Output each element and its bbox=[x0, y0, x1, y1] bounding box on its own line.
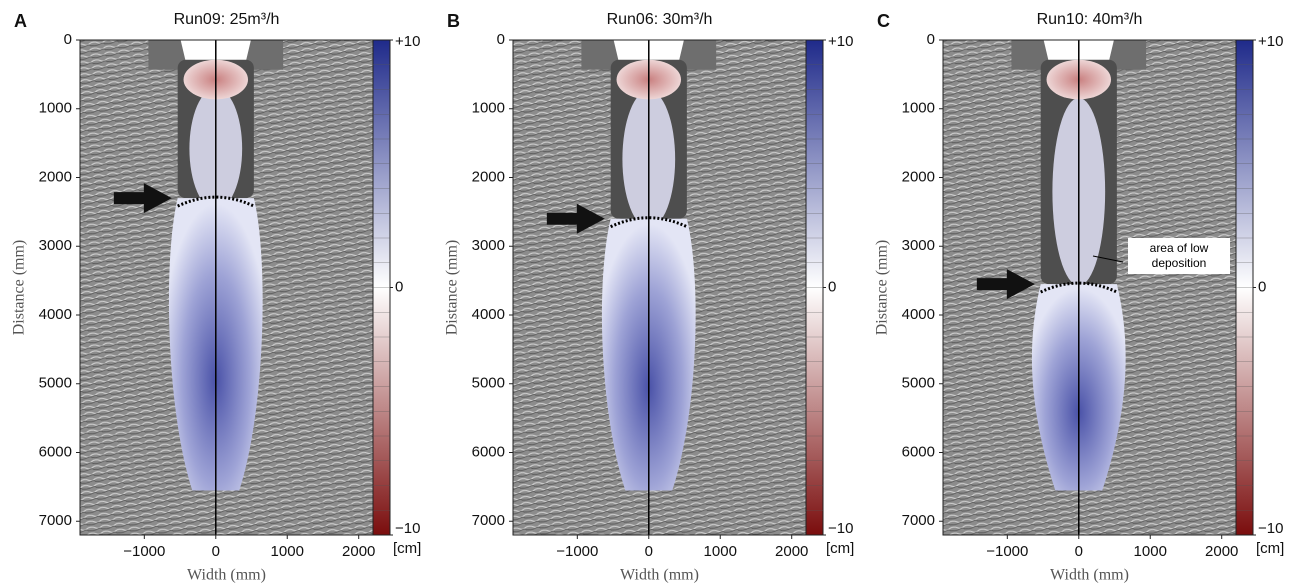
y-tick-label: 0 bbox=[497, 31, 505, 48]
colorbar-tick-label: +10 bbox=[828, 33, 853, 50]
arrow bbox=[546, 203, 605, 234]
deposition-front bbox=[177, 195, 255, 208]
y-tick-label: 5000 bbox=[39, 375, 72, 392]
y-tick-label: 4000 bbox=[902, 306, 935, 323]
y-tick-label: 1000 bbox=[472, 100, 505, 117]
y-tick-label: 6000 bbox=[902, 443, 935, 460]
x-axis-label: Width (mm) bbox=[187, 567, 266, 584]
y-tick-label: 0 bbox=[64, 31, 72, 48]
y-tick-label: 5000 bbox=[902, 375, 935, 392]
y-tick-label: 5000 bbox=[472, 375, 505, 392]
chart-title: Run09: 25m³/h bbox=[174, 11, 280, 28]
y-tick-label: 3000 bbox=[902, 237, 935, 254]
y-tick-label: 1000 bbox=[39, 100, 72, 117]
annotation: area of low deposition bbox=[1128, 238, 1230, 274]
panel: 0 1000 2000 3000 4000 5000 6000 7000 −1000 0 1000 2… bbox=[11, 11, 422, 584]
annotation-leader bbox=[1092, 255, 1124, 263]
arrow bbox=[976, 269, 1035, 300]
panel: 0 1000 2000 3000 4000 5000 6000 7000 −1000 0 1000 2… bbox=[444, 11, 855, 584]
x-tick-label: −1000 bbox=[123, 543, 165, 560]
colorbar-tick-label: −10 bbox=[1258, 520, 1283, 537]
y-tick-label: 7000 bbox=[902, 512, 935, 529]
colorbar-tick-label: 0 bbox=[828, 278, 836, 295]
x-tick-label: 0 bbox=[645, 543, 653, 560]
colorbar-tick-label: −10 bbox=[828, 520, 853, 537]
y-tick-label: 4000 bbox=[39, 306, 72, 323]
colorbar-tick-label: −10 bbox=[395, 520, 420, 537]
colorbar-tick-label: 0 bbox=[1258, 278, 1266, 295]
x-axis-label: Width (mm) bbox=[620, 567, 699, 584]
colorbar-unit: [cm] bbox=[826, 540, 854, 557]
panel: 0 1000 2000 3000 4000 5000 6000 7000 −1000 0 1000 2… bbox=[874, 11, 1285, 584]
x-tick-label: 1000 bbox=[704, 543, 737, 560]
colorbar-tick-label: 0 bbox=[395, 278, 403, 295]
y-tick-label: 3000 bbox=[39, 237, 72, 254]
y-tick-label: 6000 bbox=[472, 443, 505, 460]
panel-label: A bbox=[14, 11, 27, 31]
x-axis-label: Width (mm) bbox=[1050, 567, 1129, 584]
x-tick-label: −1000 bbox=[986, 543, 1028, 560]
y-axis-label: Distance (mm) bbox=[444, 240, 461, 336]
colorbar-unit: [cm] bbox=[393, 540, 421, 557]
chart-title: Run06: 30m³/h bbox=[607, 11, 713, 28]
y-axis-label: Distance (mm) bbox=[874, 240, 891, 336]
y-tick-label: 1000 bbox=[902, 100, 935, 117]
y-tick-label: 4000 bbox=[472, 306, 505, 323]
x-tick-label: −1000 bbox=[556, 543, 598, 560]
panel-label: C bbox=[877, 11, 890, 31]
x-tick-label: 0 bbox=[1075, 543, 1083, 560]
x-tick-label: 1000 bbox=[1134, 543, 1167, 560]
annotation-box: area of low deposition bbox=[1128, 238, 1230, 274]
deposition-front bbox=[610, 216, 688, 229]
y-tick-label: 6000 bbox=[39, 443, 72, 460]
chart-title: Run10: 40m³/h bbox=[1037, 11, 1143, 28]
y-tick-label: 2000 bbox=[902, 168, 935, 185]
y-tick-label: 7000 bbox=[472, 512, 505, 529]
x-tick-label: 1000 bbox=[271, 543, 304, 560]
x-tick-label: 0 bbox=[212, 543, 220, 560]
y-tick-label: 2000 bbox=[472, 168, 505, 185]
x-tick-label: 2000 bbox=[1205, 543, 1238, 560]
colorbar-unit: [cm] bbox=[1256, 540, 1284, 557]
x-tick-label: 2000 bbox=[342, 543, 375, 560]
colorbar-tick-label: +10 bbox=[1258, 33, 1283, 50]
deposition-front bbox=[1040, 281, 1118, 294]
panel-label: B bbox=[447, 11, 460, 31]
y-tick-label: 2000 bbox=[39, 168, 72, 185]
x-tick-label: 2000 bbox=[775, 543, 808, 560]
arrow bbox=[113, 183, 172, 214]
y-tick-label: 0 bbox=[927, 31, 935, 48]
y-tick-label: 7000 bbox=[39, 512, 72, 529]
y-tick-label: 3000 bbox=[472, 237, 505, 254]
colorbar-tick-label: +10 bbox=[395, 33, 420, 50]
y-axis-label: Distance (mm) bbox=[11, 240, 28, 336]
